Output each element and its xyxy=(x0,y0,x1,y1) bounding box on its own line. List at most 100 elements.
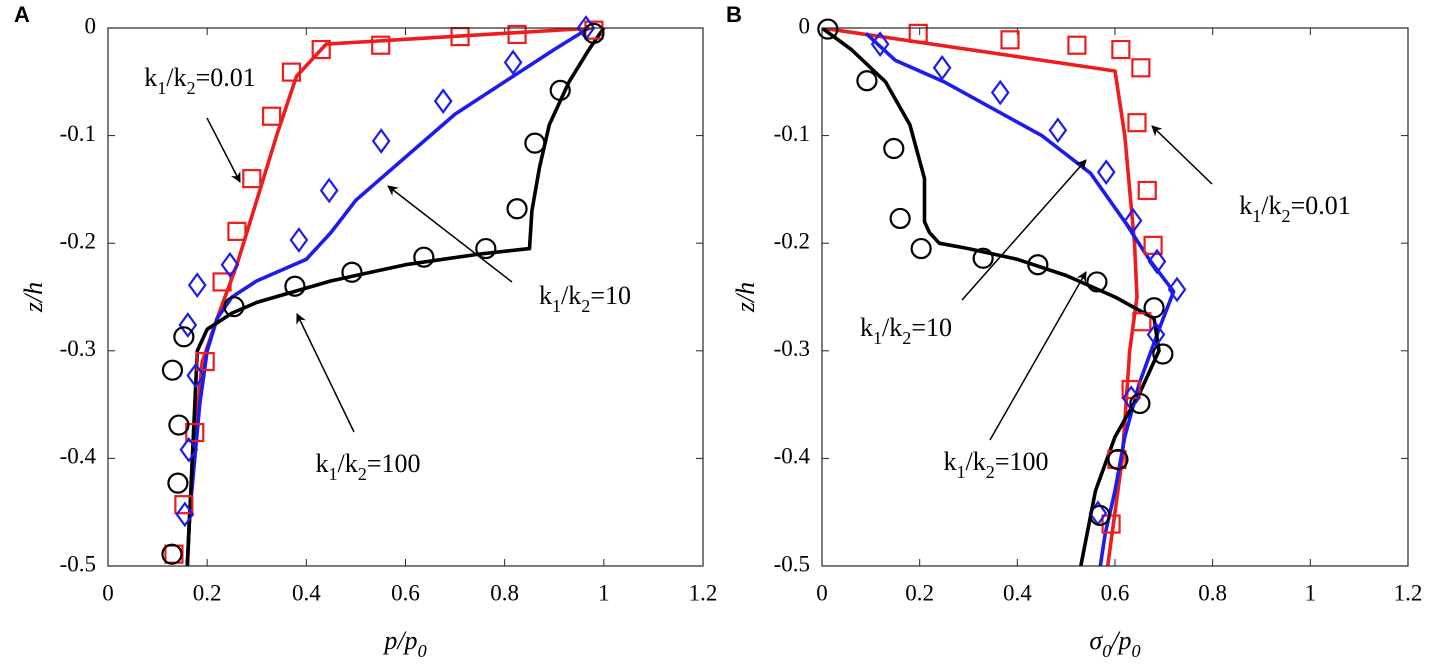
x-tick-label: 0.4 xyxy=(292,580,321,605)
diamond-marker xyxy=(932,54,952,81)
x-tick-label: 1 xyxy=(598,580,610,605)
diamond-marker xyxy=(1147,248,1167,275)
y-tick-label: -0.4 xyxy=(60,444,97,469)
circle-marker xyxy=(524,132,546,154)
x-axis-label: σ0/p0 xyxy=(1089,626,1140,661)
diamond-marker xyxy=(220,251,240,278)
x-axis-label: p/p0 xyxy=(382,626,426,661)
y-tick-label: -0.1 xyxy=(60,121,96,146)
plot-area xyxy=(108,28,703,566)
square-marker xyxy=(1131,58,1151,78)
square-marker xyxy=(507,24,527,45)
y-tick-label: -0.3 xyxy=(60,336,96,361)
panel-label: B xyxy=(726,2,742,27)
square-marker xyxy=(174,495,194,515)
circle-marker xyxy=(161,359,184,381)
square-marker xyxy=(908,23,928,43)
annotation: k1/k2=10 xyxy=(860,313,952,348)
x-tick-label: 0.6 xyxy=(391,580,420,605)
circle-marker xyxy=(161,543,183,565)
circle-marker xyxy=(475,237,497,260)
curve xyxy=(185,28,606,566)
square-marker xyxy=(212,272,232,292)
annotation: k1/k2=100 xyxy=(943,447,1048,482)
square-marker xyxy=(311,39,331,60)
y-tick-label: -0.1 xyxy=(774,121,810,146)
circle-marker xyxy=(549,79,571,102)
diamond-marker xyxy=(870,31,890,58)
x-tick-label: 1.2 xyxy=(689,580,718,605)
circle-marker xyxy=(173,326,195,348)
diamond-marker xyxy=(1123,207,1143,234)
circle-marker xyxy=(506,198,528,220)
y-tick-label: -0.3 xyxy=(774,336,810,361)
square-marker xyxy=(227,221,247,241)
circle-marker xyxy=(223,296,245,318)
x-tick-label: 0 xyxy=(816,580,828,605)
diamond-marker xyxy=(175,501,195,528)
diamond-marker xyxy=(289,227,309,253)
circle-marker xyxy=(817,18,839,40)
circle-marker xyxy=(167,472,189,494)
square-marker xyxy=(1132,312,1152,332)
diamond-marker xyxy=(1048,117,1068,144)
panel-label: A xyxy=(14,2,30,27)
x-tick-label: 1 xyxy=(1305,580,1317,605)
axes-box xyxy=(821,27,1409,567)
x-tick-label: 0.4 xyxy=(1003,580,1032,605)
curve xyxy=(822,28,1161,566)
circle-marker xyxy=(413,246,435,268)
y-tick-label: -0.5 xyxy=(774,551,810,576)
annotation-arrow xyxy=(206,117,241,183)
x-tick-label: 0.6 xyxy=(1101,580,1130,605)
curve xyxy=(864,32,1176,566)
annotation-arrow xyxy=(387,185,513,283)
diamond-marker xyxy=(187,272,207,299)
circle-marker xyxy=(284,275,306,297)
x-tick-label: 0.2 xyxy=(905,580,934,605)
y-axis-label: z/h xyxy=(19,282,48,313)
annotation: k1/k2=0.01 xyxy=(1239,191,1351,226)
diamond-marker xyxy=(990,79,1010,106)
diamond-marker xyxy=(186,362,206,389)
curve xyxy=(822,28,1139,566)
square-marker xyxy=(242,169,262,189)
square-marker xyxy=(262,106,282,126)
y-tick-label: -0.5 xyxy=(60,551,96,576)
x-tick-label: 0 xyxy=(102,580,114,605)
diamond-marker xyxy=(433,88,453,115)
x-tick-label: 1.2 xyxy=(1394,580,1423,605)
annotation-arrow xyxy=(296,313,355,433)
annotation: k1/k2=100 xyxy=(315,449,420,484)
annotation-arrow xyxy=(961,159,1087,301)
square-marker xyxy=(1137,180,1157,201)
y-tick-label: 0 xyxy=(85,13,97,38)
circle-marker xyxy=(883,137,905,160)
x-tick-label: 0.8 xyxy=(490,580,519,605)
diamond-marker xyxy=(1096,159,1116,186)
circle-marker xyxy=(1027,254,1049,276)
circle-marker xyxy=(1143,297,1165,319)
y-tick-label: -0.4 xyxy=(774,444,811,469)
axes-box xyxy=(107,27,704,567)
plot-content xyxy=(822,28,1176,566)
diamond-marker xyxy=(503,49,523,76)
diamond-marker xyxy=(179,436,199,463)
y-tick-label: -0.2 xyxy=(60,228,96,253)
circle-marker xyxy=(168,414,190,436)
curve xyxy=(185,28,590,566)
circle-marker xyxy=(856,70,878,92)
square-marker xyxy=(1000,30,1020,50)
circle-marker xyxy=(1086,271,1108,293)
y-tick-label: -0.2 xyxy=(774,228,810,253)
x-tick-label: 0.8 xyxy=(1198,580,1227,605)
circle-marker xyxy=(583,22,605,44)
diamond-marker xyxy=(178,312,198,338)
x-tick-label: 0.2 xyxy=(193,580,222,605)
square-marker xyxy=(281,62,302,82)
y-axis-label: z/h xyxy=(731,282,760,313)
annotation: k1/k2=10 xyxy=(539,281,631,316)
diamond-marker xyxy=(371,128,391,154)
circle-marker xyxy=(1089,504,1111,527)
